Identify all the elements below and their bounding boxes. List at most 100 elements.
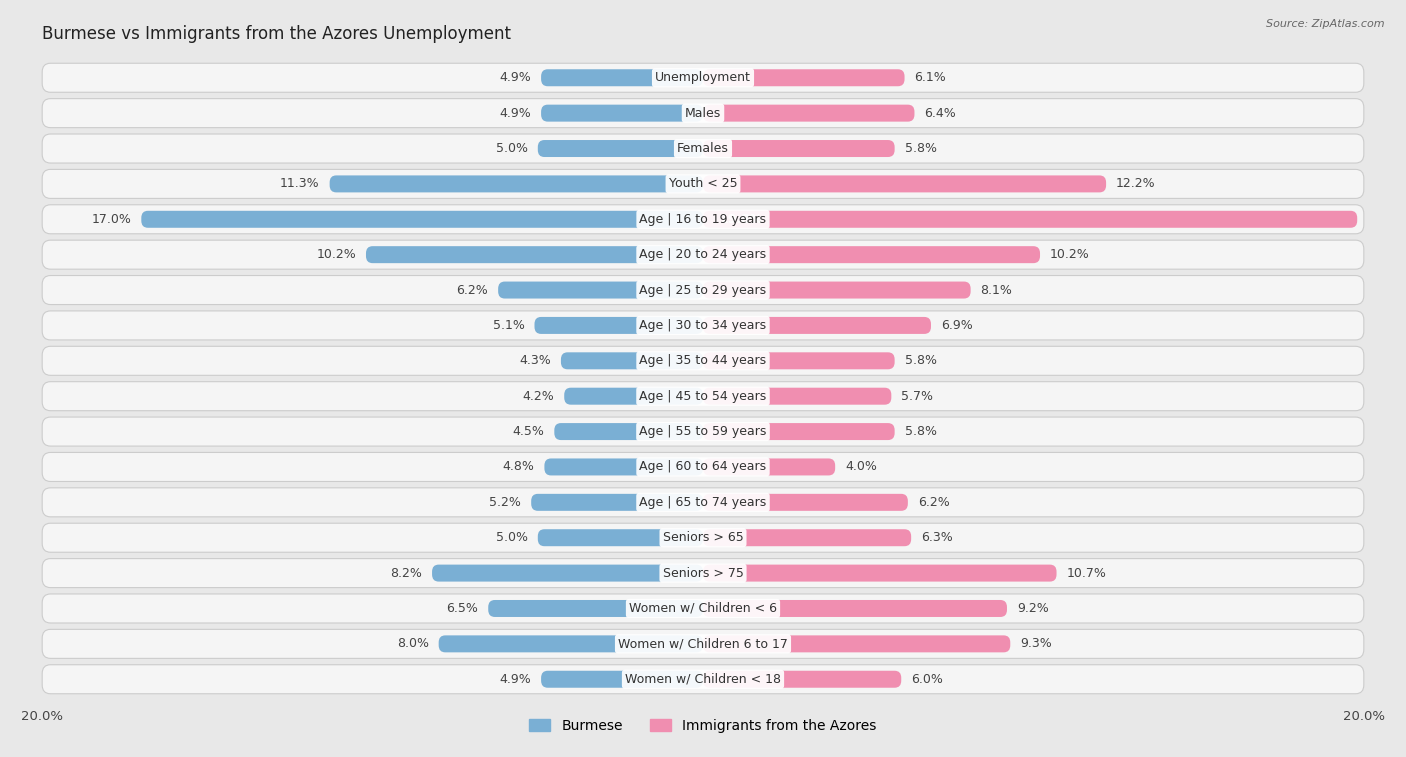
Text: 4.2%: 4.2%	[523, 390, 554, 403]
Text: 4.9%: 4.9%	[499, 71, 531, 84]
Text: 4.9%: 4.9%	[499, 673, 531, 686]
FancyBboxPatch shape	[42, 523, 1364, 552]
FancyBboxPatch shape	[703, 104, 914, 122]
Text: 8.2%: 8.2%	[391, 566, 422, 580]
Text: 6.3%: 6.3%	[921, 531, 953, 544]
FancyBboxPatch shape	[703, 176, 1107, 192]
Text: Age | 60 to 64 years: Age | 60 to 64 years	[640, 460, 766, 473]
Text: Age | 55 to 59 years: Age | 55 to 59 years	[640, 425, 766, 438]
Text: Females: Females	[678, 142, 728, 155]
FancyBboxPatch shape	[703, 671, 901, 688]
Text: Women w/ Children 6 to 17: Women w/ Children 6 to 17	[619, 637, 787, 650]
FancyBboxPatch shape	[432, 565, 703, 581]
FancyBboxPatch shape	[703, 210, 1357, 228]
FancyBboxPatch shape	[42, 205, 1364, 234]
Text: 6.5%: 6.5%	[447, 602, 478, 615]
Text: Burmese vs Immigrants from the Azores Unemployment: Burmese vs Immigrants from the Azores Un…	[42, 25, 512, 43]
Text: 9.2%: 9.2%	[1017, 602, 1049, 615]
FancyBboxPatch shape	[703, 565, 1056, 581]
Text: Unemployment: Unemployment	[655, 71, 751, 84]
FancyBboxPatch shape	[42, 488, 1364, 517]
FancyBboxPatch shape	[537, 140, 703, 157]
Text: Women w/ Children < 18: Women w/ Children < 18	[626, 673, 780, 686]
FancyBboxPatch shape	[554, 423, 703, 440]
FancyBboxPatch shape	[531, 494, 703, 511]
Text: 12.2%: 12.2%	[1116, 177, 1156, 191]
Text: 5.8%: 5.8%	[904, 425, 936, 438]
Text: Males: Males	[685, 107, 721, 120]
Text: Source: ZipAtlas.com: Source: ZipAtlas.com	[1267, 19, 1385, 29]
FancyBboxPatch shape	[703, 352, 894, 369]
FancyBboxPatch shape	[366, 246, 703, 263]
FancyBboxPatch shape	[703, 600, 1007, 617]
FancyBboxPatch shape	[703, 529, 911, 547]
Text: 8.1%: 8.1%	[980, 284, 1012, 297]
FancyBboxPatch shape	[42, 346, 1364, 375]
FancyBboxPatch shape	[703, 635, 1011, 653]
FancyBboxPatch shape	[42, 417, 1364, 446]
FancyBboxPatch shape	[42, 64, 1364, 92]
FancyBboxPatch shape	[42, 276, 1364, 304]
Text: 5.2%: 5.2%	[489, 496, 522, 509]
Text: Age | 45 to 54 years: Age | 45 to 54 years	[640, 390, 766, 403]
Text: 6.0%: 6.0%	[911, 673, 943, 686]
FancyBboxPatch shape	[42, 170, 1364, 198]
Text: 4.9%: 4.9%	[499, 107, 531, 120]
FancyBboxPatch shape	[42, 629, 1364, 659]
FancyBboxPatch shape	[42, 453, 1364, 481]
Text: Women w/ Children < 6: Women w/ Children < 6	[628, 602, 778, 615]
FancyBboxPatch shape	[703, 69, 904, 86]
FancyBboxPatch shape	[488, 600, 703, 617]
Text: Seniors > 75: Seniors > 75	[662, 566, 744, 580]
Text: 4.0%: 4.0%	[845, 460, 877, 473]
FancyBboxPatch shape	[439, 635, 703, 653]
Text: 8.0%: 8.0%	[396, 637, 429, 650]
Text: 11.3%: 11.3%	[280, 177, 319, 191]
Text: Age | 65 to 74 years: Age | 65 to 74 years	[640, 496, 766, 509]
FancyBboxPatch shape	[703, 282, 970, 298]
Text: Age | 30 to 34 years: Age | 30 to 34 years	[640, 319, 766, 332]
Text: Youth < 25: Youth < 25	[669, 177, 737, 191]
Text: Age | 20 to 24 years: Age | 20 to 24 years	[640, 248, 766, 261]
Text: Age | 25 to 29 years: Age | 25 to 29 years	[640, 284, 766, 297]
FancyBboxPatch shape	[564, 388, 703, 405]
Text: 5.7%: 5.7%	[901, 390, 934, 403]
Text: 9.3%: 9.3%	[1021, 637, 1052, 650]
Text: 10.2%: 10.2%	[316, 248, 356, 261]
Text: 17.0%: 17.0%	[91, 213, 131, 226]
Text: 6.2%: 6.2%	[457, 284, 488, 297]
FancyBboxPatch shape	[42, 311, 1364, 340]
FancyBboxPatch shape	[703, 388, 891, 405]
FancyBboxPatch shape	[498, 282, 703, 298]
Text: 10.2%: 10.2%	[1050, 248, 1090, 261]
FancyBboxPatch shape	[703, 317, 931, 334]
FancyBboxPatch shape	[534, 317, 703, 334]
FancyBboxPatch shape	[541, 69, 703, 86]
FancyBboxPatch shape	[703, 459, 835, 475]
Text: 5.8%: 5.8%	[904, 354, 936, 367]
Text: Age | 35 to 44 years: Age | 35 to 44 years	[640, 354, 766, 367]
FancyBboxPatch shape	[537, 529, 703, 547]
Text: 4.5%: 4.5%	[513, 425, 544, 438]
FancyBboxPatch shape	[42, 98, 1364, 128]
FancyBboxPatch shape	[703, 246, 1040, 263]
Legend: Burmese, Immigrants from the Azores: Burmese, Immigrants from the Azores	[529, 719, 877, 733]
Text: 19.8%: 19.8%	[720, 213, 763, 226]
Text: 10.7%: 10.7%	[1066, 566, 1107, 580]
Text: 5.1%: 5.1%	[492, 319, 524, 332]
FancyBboxPatch shape	[703, 423, 894, 440]
FancyBboxPatch shape	[42, 240, 1364, 269]
Text: Age | 16 to 19 years: Age | 16 to 19 years	[640, 213, 766, 226]
FancyBboxPatch shape	[42, 665, 1364, 693]
Text: 6.2%: 6.2%	[918, 496, 949, 509]
Text: 6.1%: 6.1%	[914, 71, 946, 84]
Text: 5.8%: 5.8%	[904, 142, 936, 155]
Text: 5.0%: 5.0%	[496, 531, 527, 544]
Text: 5.0%: 5.0%	[496, 142, 527, 155]
FancyBboxPatch shape	[541, 671, 703, 688]
FancyBboxPatch shape	[42, 559, 1364, 587]
Text: 4.8%: 4.8%	[502, 460, 534, 473]
FancyBboxPatch shape	[561, 352, 703, 369]
Text: 6.9%: 6.9%	[941, 319, 973, 332]
Text: 4.3%: 4.3%	[519, 354, 551, 367]
